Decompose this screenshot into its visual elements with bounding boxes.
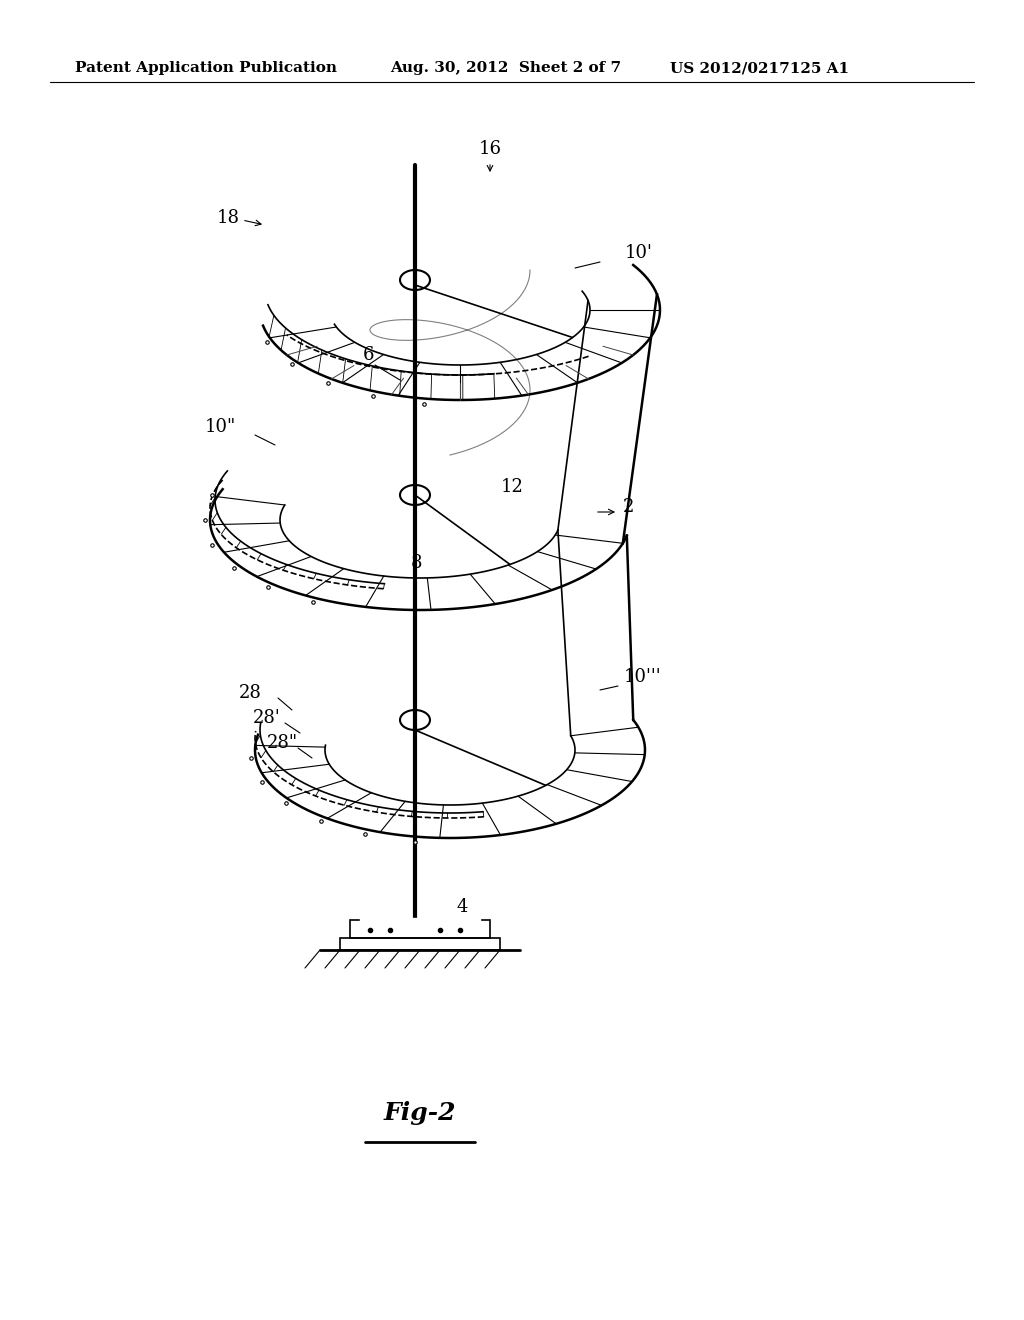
Text: 8: 8 <box>412 554 423 572</box>
Text: 2: 2 <box>623 498 634 516</box>
Text: US 2012/0217125 A1: US 2012/0217125 A1 <box>670 61 849 75</box>
Text: 28': 28' <box>253 709 281 727</box>
Text: 18: 18 <box>216 209 240 227</box>
Text: 28": 28" <box>266 734 298 752</box>
Text: 28: 28 <box>239 684 261 702</box>
Text: Patent Application Publication: Patent Application Publication <box>75 61 337 75</box>
Text: 16: 16 <box>478 140 502 158</box>
Text: 10": 10" <box>205 418 236 436</box>
Text: Fig-2: Fig-2 <box>384 1101 457 1125</box>
Text: 4: 4 <box>457 898 468 916</box>
Text: 6: 6 <box>362 346 374 364</box>
Text: 10': 10' <box>625 244 653 261</box>
Text: Aug. 30, 2012  Sheet 2 of 7: Aug. 30, 2012 Sheet 2 of 7 <box>390 61 622 75</box>
Text: 10''': 10''' <box>624 668 662 686</box>
Text: 12: 12 <box>501 478 523 496</box>
